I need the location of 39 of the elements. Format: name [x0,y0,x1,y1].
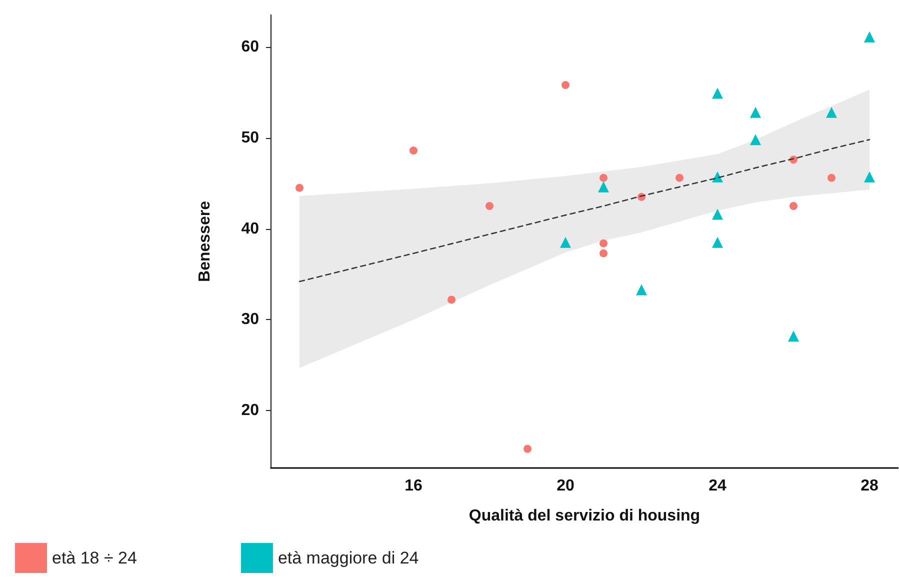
x-tick-label: 20 [556,478,574,494]
point [712,88,723,99]
line-series [298,138,870,282]
point [712,171,723,182]
point [600,249,608,258]
legend-label: età 18 ÷ 24 [52,548,137,568]
point [712,208,723,220]
x-tick-label: 16 [404,478,422,494]
y-tick-label: 20 [241,402,260,420]
y-tick-label: 60 [241,38,260,56]
legend-label: età maggiore di 24 [278,548,419,568]
point [598,181,609,192]
point [790,202,798,210]
point [828,174,836,182]
point [600,174,608,182]
x-tick-label: 24 [708,478,726,494]
point [296,184,304,192]
x-tick-label: 28 [860,478,878,494]
point [562,81,570,90]
point [600,239,608,248]
point [750,134,761,146]
point [448,296,456,304]
point [864,31,875,42]
point [864,171,875,182]
point [486,202,494,210]
point [712,236,723,248]
point [524,444,532,453]
y-tick-label: 30 [241,311,260,328]
point [826,106,837,118]
point [410,146,418,155]
point [636,284,647,296]
point [788,330,799,342]
point [676,174,684,182]
x-axis-title: Qualità del servizio di housing [468,508,700,524]
point [750,106,761,118]
point [560,236,571,248]
y-tick-label: 40 [241,220,260,238]
y-axis-title: Benessere [196,200,214,282]
y-tick-label: 50 [241,129,260,146]
